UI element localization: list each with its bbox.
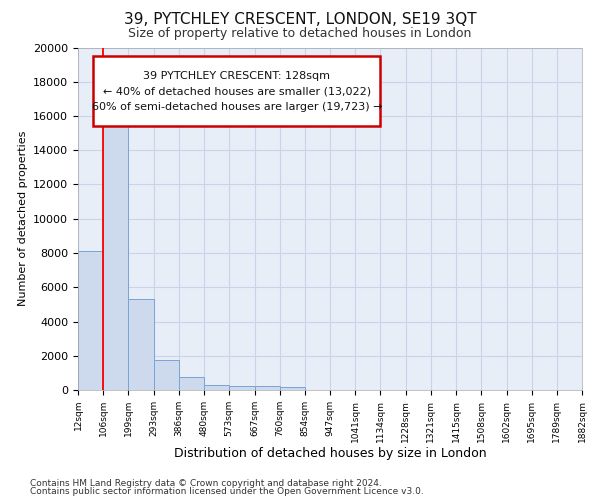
Bar [78,252,103,390]
Bar [229,386,254,390]
Bar [179,377,204,390]
Bar [254,386,280,390]
X-axis label: Distribution of detached houses by size in London: Distribution of detached houses by size … [173,448,487,460]
Text: Contains HM Land Registry data © Crown copyright and database right 2024.: Contains HM Land Registry data © Crown c… [30,478,382,488]
Bar [280,388,305,390]
Bar [103,106,128,390]
Y-axis label: Number of detached properties: Number of detached properties [17,131,28,306]
Text: 39 PYTCHLEY CRESCENT: 128sqm
← 40% of detached houses are smaller (13,022)
60% o: 39 PYTCHLEY CRESCENT: 128sqm ← 40% of de… [92,70,382,112]
Bar [154,360,179,390]
Bar [204,385,229,390]
Text: Contains public sector information licensed under the Open Government Licence v3: Contains public sector information licen… [30,487,424,496]
Text: 39, PYTCHLEY CRESCENT, LONDON, SE19 3QT: 39, PYTCHLEY CRESCENT, LONDON, SE19 3QT [124,12,476,28]
Bar [128,299,154,390]
Text: Size of property relative to detached houses in London: Size of property relative to detached ho… [128,28,472,40]
FancyBboxPatch shape [93,56,380,126]
